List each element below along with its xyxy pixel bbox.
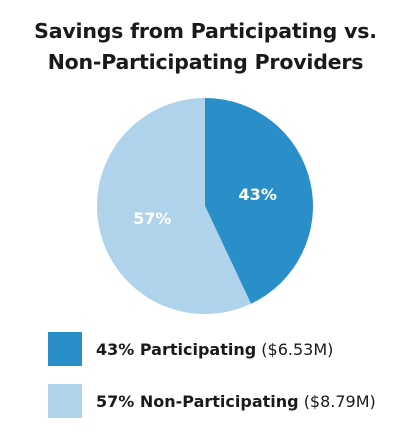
pie-label-participating: 43%: [239, 185, 277, 204]
legend-item-non-participating: 57% Non-Participating ($8.79M): [48, 384, 376, 418]
legend-bold-non-participating: 57% Non-Participating: [96, 391, 299, 411]
legend-swatch-non-participating: [48, 384, 82, 418]
pie-labels: 43% 57%: [133, 185, 277, 228]
legend-amount-non-participating: ($8.79M): [303, 391, 376, 411]
legend-label-non-participating: 57% Non-Participating ($8.79M): [96, 392, 376, 411]
pie-slice-participating: [205, 98, 313, 304]
legend-bold-participating: 43% Participating: [96, 339, 257, 359]
legend-label-participating: 43% Participating ($6.53M): [96, 340, 333, 359]
pie-label-non-participating: 57%: [133, 209, 171, 228]
legend-amount-participating: ($6.53M): [261, 339, 334, 359]
chart-title-line-2: Non-Participating Providers: [47, 50, 364, 74]
chart-title: Savings from Participating vs. Non-Parti…: [0, 16, 411, 78]
legend-item-participating: 43% Participating ($6.53M): [48, 332, 333, 366]
legend-swatch-participating: [48, 332, 82, 366]
pie-slices: [96, 97, 313, 315]
chart-title-line-1: Savings from Participating vs.: [34, 19, 377, 43]
pie-slice-non-participating: [96, 97, 251, 315]
